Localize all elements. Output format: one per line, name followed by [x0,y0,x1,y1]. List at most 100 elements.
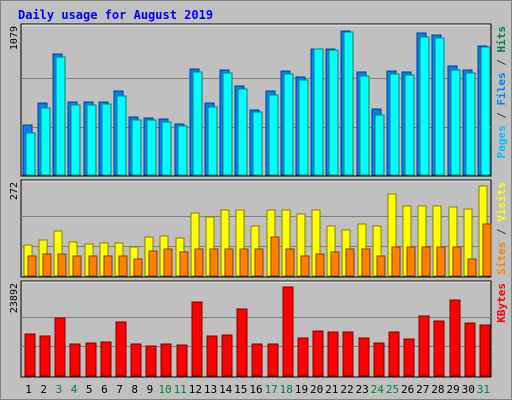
bar-sites-day-1 [27,255,37,277]
bar-sites-day-17 [270,236,280,277]
day-label-20: 20 [310,383,323,396]
day-label-30: 30 [462,383,475,396]
bar-pages-day-12 [192,71,203,176]
bar-kbytes-day-31 [479,324,491,377]
bar-sites-day-4 [72,255,82,277]
bar-pages-day-10 [161,121,172,176]
bar-sites-day-28 [436,246,446,277]
day-label-15: 15 [234,383,247,396]
bar-kbytes-day-27 [418,315,430,377]
side-label-part: Files [495,72,508,105]
side-label-part: / [495,106,508,126]
bar-kbytes-day-23 [358,337,370,377]
bar-pages-day-26 [404,74,415,176]
bar-sites-day-22 [345,248,355,277]
bar-kbytes-day-13 [206,335,218,377]
chart-title: Daily usage for August 2019 [18,8,214,22]
side-label-part: KBytes [495,283,508,323]
bar-pages-day-13 [207,106,218,176]
bar-pages-day-1 [25,132,36,176]
side-label-part: Pages [495,125,508,158]
side-label-part: Visits [495,182,508,222]
bar-sites-day-11 [179,251,189,277]
bar-sites-day-19 [300,255,310,277]
day-label-27: 27 [416,383,429,396]
bar-sites-day-18 [285,248,295,277]
bar-sites-day-30 [467,258,477,277]
day-label-29: 29 [446,383,459,396]
bar-sites-day-20 [315,253,325,277]
day-label-10: 10 [158,383,171,396]
y-max-label: 272 [9,182,20,200]
bar-pages-day-17 [268,94,279,176]
side-label-part: Hits [495,26,508,53]
day-label-4: 4 [71,383,78,396]
bar-pages-day-24 [374,114,385,176]
day-label-18: 18 [280,383,293,396]
bar-sites-day-5 [88,255,98,277]
bar-kbytes-day-24 [373,342,385,377]
bar-kbytes-day-28 [433,320,445,377]
bar-sites-day-25 [391,246,401,277]
day-label-19: 19 [295,383,308,396]
bar-sites-day-29 [452,246,462,277]
bar-sites-day-10 [163,248,173,277]
day-label-26: 26 [401,383,414,396]
bar-pages-day-6 [101,103,112,176]
day-label-25: 25 [386,383,399,396]
bar-pages-day-29 [450,69,461,176]
bar-kbytes-day-14 [221,334,233,377]
series-side-label: Pages / Files / Hits [495,26,508,159]
bar-pages-day-28 [434,37,445,176]
day-label-22: 22 [340,383,353,396]
bar-sites-day-13 [209,248,219,277]
bar-sites-day-27 [421,246,431,277]
side-label-part: Sites [495,242,508,275]
day-label-24: 24 [371,383,385,396]
y-max-label: 23892 [9,283,20,313]
bar-sites-day-21 [330,251,340,277]
bar-kbytes-day-25 [388,331,400,377]
bar-kbytes-day-26 [403,338,415,377]
bar-pages-day-21 [328,49,339,176]
series-side-label: Sites / Visits [495,182,508,275]
bar-kbytes-day-15 [236,308,248,377]
bar-kbytes-day-11 [176,344,188,377]
bar-kbytes-day-3 [54,317,66,377]
day-label-1: 1 [25,383,32,396]
day-label-14: 14 [219,383,233,396]
day-label-2: 2 [40,383,47,396]
bar-kbytes-day-10 [160,343,172,377]
bar-kbytes-day-8 [130,343,142,377]
bar-kbytes-day-17 [267,343,279,377]
bar-pages-day-30 [465,72,476,176]
bar-kbytes-day-29 [449,299,461,377]
bar-sites-day-15 [239,248,249,277]
bar-kbytes-day-18 [282,286,294,377]
bar-kbytes-day-22 [342,331,354,377]
bar-pages-day-20 [313,48,324,176]
bar-kbytes-day-4 [69,343,81,377]
bar-sites-day-12 [194,248,204,277]
bar-pages-day-27 [419,36,430,176]
bar-pages-day-25 [389,73,400,176]
day-label-5: 5 [86,383,93,396]
bar-kbytes-day-30 [464,322,476,377]
bar-kbytes-day-19 [297,337,309,377]
bar-pages-day-18 [283,73,294,176]
bar-pages-day-7 [116,95,127,176]
bar-pages-day-23 [359,75,370,176]
side-label-part: / [495,222,508,242]
bar-pages-day-8 [131,119,142,176]
bar-kbytes-day-1 [24,333,36,377]
bar-sites-day-16 [254,248,264,277]
bar-sites-day-8 [133,258,143,277]
bar-kbytes-day-12 [191,301,203,377]
bar-sites-day-6 [103,255,113,277]
bar-kbytes-day-7 [115,321,127,377]
day-label-28: 28 [431,383,444,396]
series-side-label: KBytes [495,283,508,323]
bar-sites-day-9 [148,250,158,277]
day-label-13: 13 [204,383,217,396]
bar-sites-day-2 [42,253,52,277]
